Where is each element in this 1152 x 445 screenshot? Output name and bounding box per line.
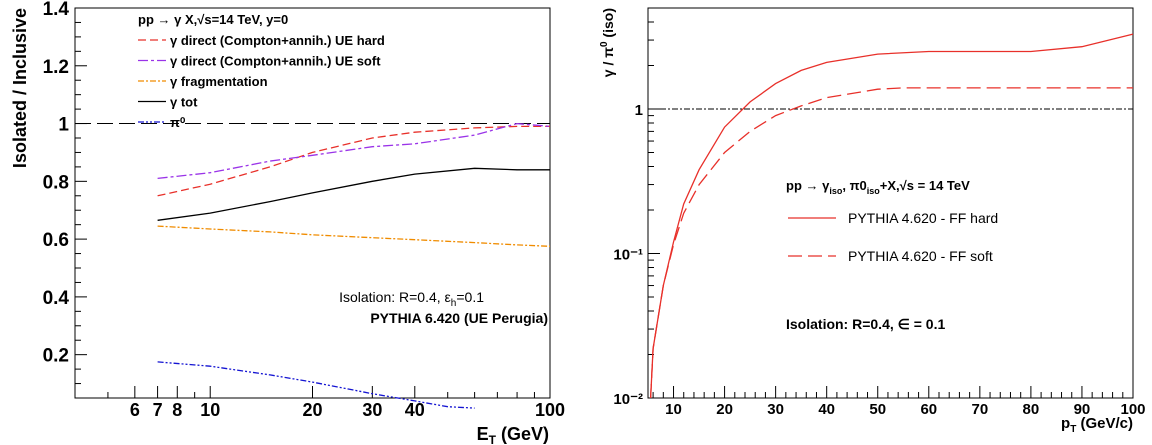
right-x-tick-label: 30: [767, 401, 784, 418]
right-x-tick-label: 90: [1074, 401, 1091, 418]
left-x-tick-label: 10: [200, 400, 220, 420]
right-y-tick-label: 1: [635, 102, 643, 119]
left-legend-label-3: γ tot: [170, 95, 198, 110]
left-series-group: [157, 122, 551, 409]
right-x-tick-label: 80: [1023, 401, 1040, 418]
right-x-axis: 10 20 30 40 50 60 70 80 90 100: [652, 386, 1146, 418]
left-chart: 6 7 8 10 20 30 40 100 0.2 0.4 0.6 0.8 1 1.2 1.4 ET (G…: [10, 0, 565, 445]
right-chart: 10 20 30 40 50 60 70 80 90 100 10⁻² 10⁻¹ 1 pT (GeV/…: [599, 7, 1146, 435]
left-y-tick-label: 1.2: [43, 57, 69, 78]
left-legend-label-4: π⁰: [170, 115, 186, 130]
left-isolation-annotation: Isolation: R=0.4, εh=0.1: [339, 289, 484, 309]
left-y-axis-label: Isolated / Inclusive: [10, 8, 30, 168]
left-y-tick-label: 1.4: [43, 0, 70, 20]
left-legend: pp → γ X,√s=14 TeV, y=0 γ direct (Compto…: [138, 12, 385, 130]
left-series-line-4: [157, 361, 475, 409]
right-x-tick-label: 10: [665, 401, 682, 418]
right-isolation-annotation: Isolation: R=0.4, ∈ = 0.1: [786, 316, 945, 332]
right-x-tick-label: 40: [818, 401, 835, 418]
left-series-line-2: [157, 225, 551, 247]
left-x-axis: 6 7 8 10 20 30 40 100: [107, 386, 565, 420]
left-y-tick-label: 0.4: [43, 288, 70, 309]
right-x-tick-label: 50: [869, 401, 886, 418]
right-x-tick-label: 100: [1120, 401, 1145, 418]
right-y-axis-label: γ / π0 (iso): [599, 8, 616, 77]
left-y-tick-label: 0.8: [43, 172, 69, 193]
left-series-line-1: [157, 122, 551, 180]
left-x-tick-label: 7: [153, 400, 163, 420]
right-y-axis: 10⁻² 10⁻¹ 1: [613, 7, 660, 408]
left-chart-title: pp → γ X,√s=14 TeV, y=0: [138, 12, 288, 27]
right-legend-label-0: PYTHIA 4.620 - FF hard: [848, 210, 998, 226]
left-y-tick-label: 0.2: [43, 346, 69, 367]
left-x-tick-label: 40: [405, 400, 425, 420]
left-y-tick-label: 1: [58, 115, 69, 136]
left-legend-label-0: γ direct (Compton+annih.) UE hard: [170, 33, 385, 48]
right-x-tick-label: 60: [920, 401, 937, 418]
right-legend-label-1: PYTHIA 4.620 - FF soft: [848, 248, 993, 264]
left-x-tick-label: 8: [172, 400, 182, 420]
right-series-line-1: [649, 87, 1133, 399]
left-x-tick-label: 100: [535, 400, 565, 420]
left-legend-label-1: γ direct (Compton+annih.) UE soft: [170, 54, 381, 69]
right-x-tick-label: 70: [971, 401, 988, 418]
left-x-tick-label: 20: [302, 400, 322, 420]
right-legend: PYTHIA 4.620 - FF hard PYTHIA 4.620 - FF …: [788, 210, 998, 264]
right-chart-title: pp → γiso, π0iso+X,√s = 14 TeV: [786, 178, 970, 196]
right-series-group: [649, 33, 1134, 399]
left-y-tick-label: 0.6: [43, 230, 69, 251]
left-legend-label-2: γ fragmentation: [170, 74, 268, 89]
left-pythia-annotation: PYTHIA 6.420 (UE Perugia): [370, 310, 548, 326]
right-plot-frame: [647, 7, 1134, 399]
left-x-axis-label: ET (GeV): [477, 424, 549, 445]
right-y-tick-label: 10⁻¹: [613, 247, 643, 264]
left-y-axis: 0.2 0.4 0.6 0.8 1 1.2 1.4: [43, 0, 87, 385]
right-x-tick-label: 20: [716, 401, 733, 418]
right-y-tick-label: 10⁻²: [613, 391, 643, 408]
left-series-line-3: [157, 167, 550, 221]
left-x-tick-label: 6: [130, 400, 140, 420]
left-x-tick-label: 30: [362, 400, 382, 420]
right-x-axis-label: pT (GeV/c): [1061, 415, 1133, 435]
